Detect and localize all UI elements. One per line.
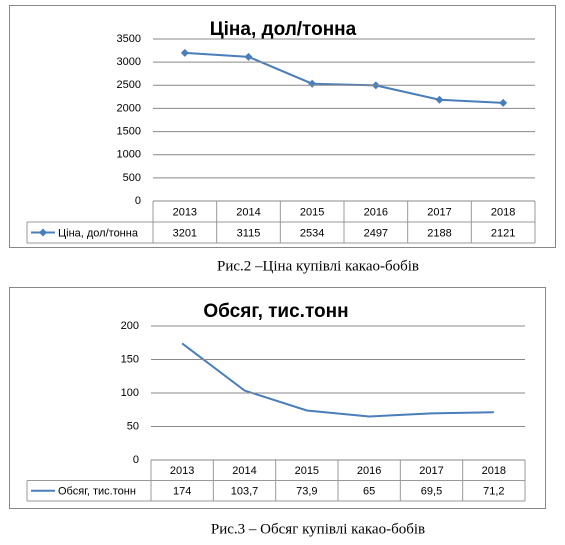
x-tick-label: 2017 <box>427 206 451 218</box>
x-tick-label: 2015 <box>300 206 324 218</box>
caption: Рис.2 –Ціна купівлі какао-бобів <box>217 258 419 274</box>
table-value: 2121 <box>491 227 515 239</box>
x-tick-label: 2014 <box>236 206 260 218</box>
chart-title: Обсяг, тис.тонн <box>203 301 348 322</box>
x-tick-label: 2018 <box>482 465 506 477</box>
x-tick-label: 2017 <box>419 465 443 477</box>
x-tick-label: 2015 <box>295 465 319 477</box>
marker <box>180 48 189 57</box>
legend-label: Обсяг, тис.тонн <box>58 486 136 498</box>
y-tick-label: 0 <box>135 195 141 207</box>
chart-frame <box>9 287 546 509</box>
x-tick-label: 2013 <box>170 465 194 477</box>
y-tick-label: 2500 <box>117 79 141 91</box>
series-line <box>181 342 494 418</box>
y-tick-label: 50 <box>127 420 139 432</box>
y-tick-label: 100 <box>121 387 139 399</box>
y-tick-label: 1000 <box>117 149 141 161</box>
y-tick-label: 200 <box>121 320 139 332</box>
y-tick-label: 0 <box>133 454 139 466</box>
y-tick-label: 3500 <box>117 33 141 45</box>
y-tick-label: 150 <box>121 353 139 365</box>
x-tick-label: 2013 <box>173 206 197 218</box>
table-value: 2188 <box>427 227 451 239</box>
legend-label: Ціна, дол/тонна <box>58 227 139 239</box>
table-value: 65 <box>363 486 375 498</box>
chart-frame <box>9 5 556 248</box>
y-tick-label: 3000 <box>117 56 141 68</box>
table-value: 174 <box>173 486 191 498</box>
table-value: 3115 <box>237 227 261 239</box>
x-tick-label: 2018 <box>491 206 515 218</box>
table-value: 2534 <box>300 227 324 239</box>
y-tick-label: 500 <box>123 172 141 184</box>
table-value: 73,9 <box>296 486 317 498</box>
table-value: 71,2 <box>483 486 504 498</box>
x-tick-label: 2014 <box>232 465 256 477</box>
y-tick-label: 2000 <box>117 102 141 114</box>
series-line <box>184 51 504 104</box>
marker <box>499 98 508 107</box>
x-tick-label: 2016 <box>364 206 388 218</box>
legend-marker <box>39 228 47 237</box>
x-tick-label: 2016 <box>357 465 381 477</box>
caption: Рис.3 – Обсяг купівлі какао-бобів <box>211 521 425 537</box>
marker <box>435 95 444 104</box>
table-value: 103,7 <box>231 486 259 498</box>
table-value: 2497 <box>364 227 388 239</box>
y-tick-label: 1500 <box>117 125 141 137</box>
chart-title: Ціна, дол/тонна <box>210 19 357 40</box>
marker <box>244 52 253 61</box>
table-value: 69,5 <box>421 486 442 498</box>
table-value: 3201 <box>173 227 197 239</box>
